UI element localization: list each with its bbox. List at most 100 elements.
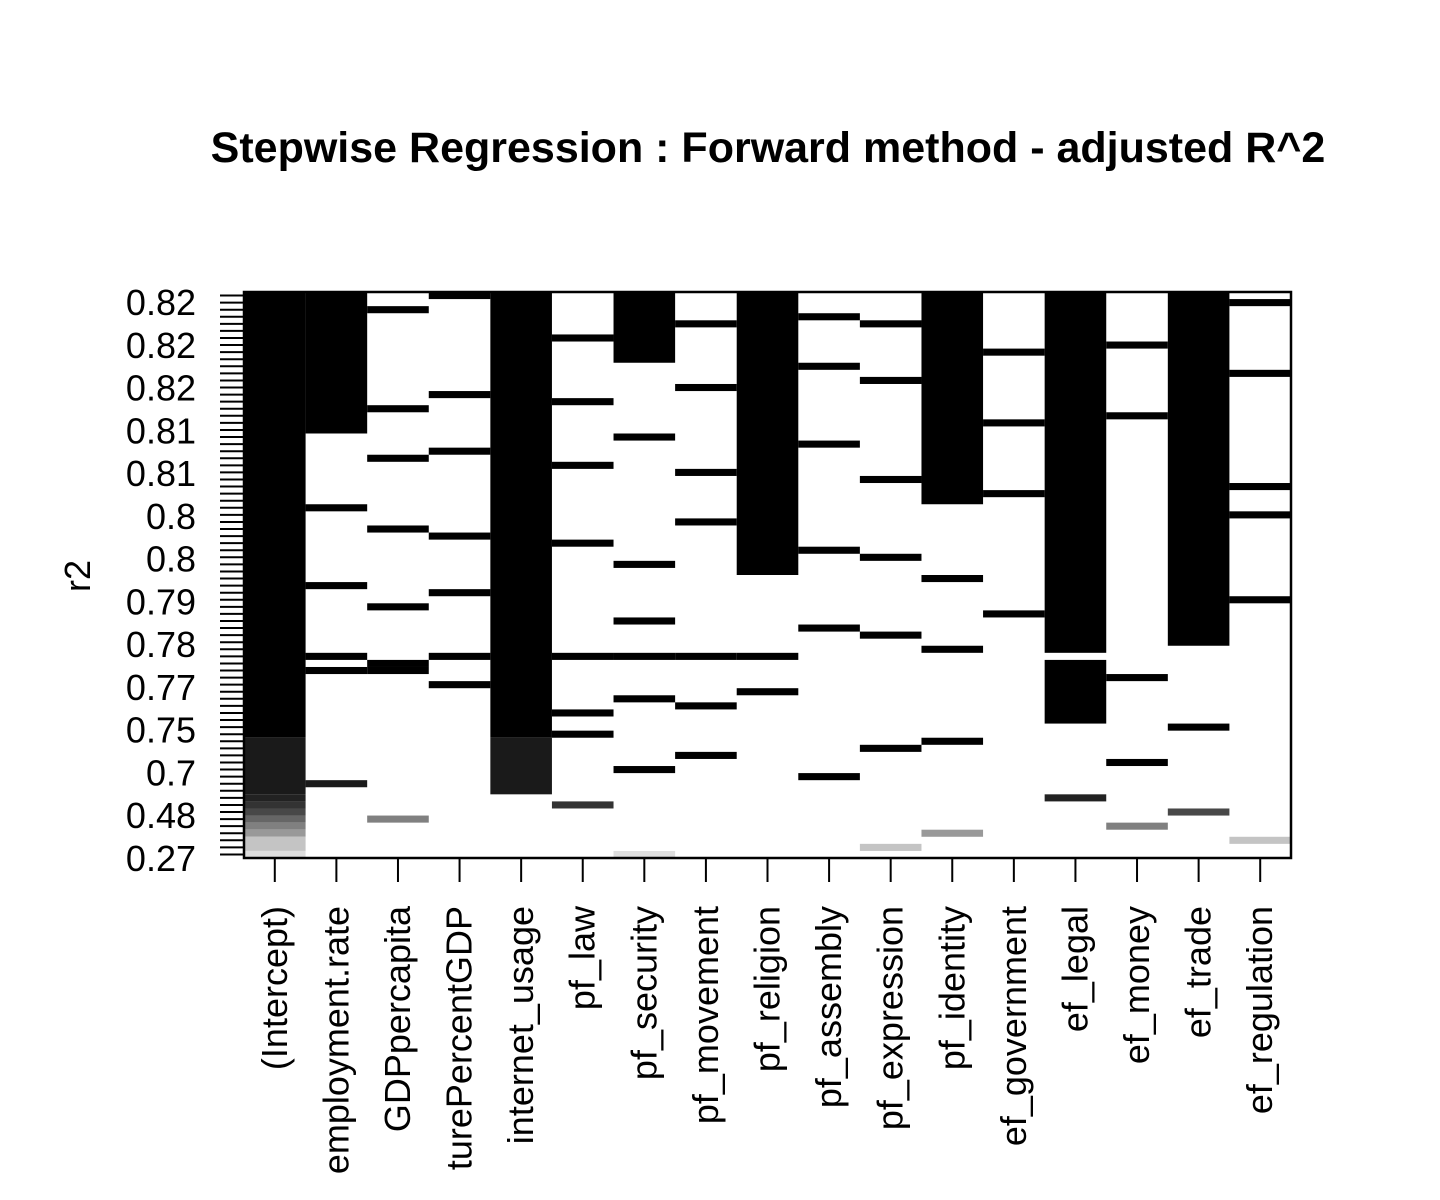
heatmap-cell (305, 780, 368, 788)
heatmap-cell (736, 292, 799, 575)
heatmap-cell (1229, 299, 1291, 307)
heatmap-cell (244, 292, 306, 738)
heatmap-cell (428, 447, 491, 455)
heatmap-cell (244, 822, 306, 830)
heatmap-cell (613, 695, 676, 703)
y-tick-label: 0.27 (126, 838, 196, 879)
heatmap-cell (244, 815, 306, 823)
heatmap-cell (613, 617, 676, 625)
heatmap-cell (859, 320, 922, 328)
heatmap-cell (798, 440, 860, 448)
heatmap-cell (736, 652, 799, 660)
heatmap-cell (983, 490, 1045, 498)
heatmap-cell (983, 419, 1045, 427)
heatmap-cell (613, 850, 676, 859)
y-tick-label: 0.7 (146, 752, 196, 793)
heatmap-cell (859, 843, 922, 851)
heatmap-cell (1106, 822, 1168, 830)
heatmap-cell (613, 292, 676, 363)
heatmap-cell (428, 292, 491, 300)
heatmap-cell (1106, 341, 1168, 349)
heatmap-cell (1044, 794, 1107, 802)
x-tick-label: pf_expression (870, 906, 911, 1130)
heatmap-cell (1167, 808, 1230, 816)
heatmap-cell (428, 681, 491, 689)
x-tick-label: ef_money (1116, 906, 1157, 1064)
x-tick-label: pf_law (562, 905, 603, 1010)
heatmap-cell (675, 702, 737, 710)
heatmap-cell (1167, 292, 1230, 646)
heatmap-cell (490, 292, 552, 738)
heatmap-cell (1167, 723, 1230, 731)
heatmap-cell (428, 532, 491, 540)
heatmap-cell (859, 376, 922, 384)
heatmap-cell (613, 766, 676, 774)
heatmap-cell (921, 575, 984, 583)
x-tick-label: pf_religion (747, 906, 788, 1072)
heatmap-cell (675, 652, 737, 660)
heatmap-cell (675, 751, 737, 759)
x-tick-label: pf_assembly (808, 906, 849, 1108)
heatmap-cell (244, 829, 306, 837)
heatmap-cell (983, 610, 1045, 618)
heatmap-cells (244, 292, 1291, 859)
heatmap-cell (305, 652, 368, 660)
heatmap-cell (613, 560, 676, 568)
heatmap-cell (1229, 836, 1291, 844)
heatmap-cell (551, 334, 614, 342)
x-tick-label: pf_identity (931, 906, 972, 1070)
heatmap-cell (1106, 412, 1168, 420)
heatmap-cell (859, 475, 922, 484)
heatmap-cell (921, 645, 984, 653)
y-tick-label: 0.8 (146, 496, 196, 537)
x-axis: (Intercept) employment.rate GDPpercapita tu… (254, 858, 1280, 1174)
heatmap-cell (859, 631, 922, 639)
heatmap-cell (367, 306, 429, 314)
heatmap-cell (798, 313, 860, 321)
heatmap-cell (367, 666, 429, 675)
y-tick-label: 0.48 (126, 795, 196, 836)
x-tick-label: employment.rate (315, 906, 356, 1174)
x-tick-label: ef_regulation (1239, 906, 1280, 1114)
heatmap-cell (1229, 596, 1291, 604)
heatmap-cell (305, 582, 368, 590)
heatmap-cell (428, 589, 491, 597)
heatmap-cell (367, 525, 429, 533)
heatmap-cell (1044, 292, 1107, 653)
heatmap-cell (367, 603, 429, 611)
heatmap-cell (798, 546, 860, 554)
x-tick-label: pf_security (623, 906, 664, 1080)
heatmap-cell (613, 433, 676, 441)
heatmap-cell (244, 850, 306, 859)
heatmap-cell (675, 383, 737, 392)
heatmap-cell (305, 504, 368, 512)
x-tick-label: ef_government (993, 906, 1034, 1146)
y-tick-label: 0.77 (126, 667, 196, 708)
heatmap-cell (1229, 483, 1291, 491)
heatmap-cell (244, 794, 306, 802)
x-tick-label: turePercentGDP (439, 906, 480, 1170)
heatmap-cell (675, 518, 737, 526)
heatmap-cell (798, 362, 860, 370)
x-tick-label: GDPpercapita (377, 905, 418, 1132)
heatmap-cell (1044, 659, 1107, 724)
heatmap-cell (551, 539, 614, 547)
heatmap-cell (736, 688, 799, 696)
heatmap-cell (428, 391, 491, 399)
heatmap-cell (1229, 511, 1291, 519)
y-tick-label: 0.81 (126, 453, 196, 494)
heatmap-cell (859, 553, 922, 561)
heatmap-cell (1229, 369, 1291, 377)
x-tick-label: ef_legal (1054, 906, 1095, 1032)
x-tick-label: ef_trade (1178, 906, 1219, 1038)
y-tick-label: 0.79 (126, 581, 196, 622)
heatmap-cell (367, 659, 429, 667)
heatmap-cell (490, 737, 552, 795)
y-tick-label: 0.82 (126, 368, 196, 409)
y-axis-label: r2 (57, 560, 98, 592)
heatmap-cell (428, 652, 491, 660)
heatmap-cell (305, 666, 368, 675)
heatmap-cell (675, 468, 737, 476)
heatmap-cell (921, 737, 984, 745)
